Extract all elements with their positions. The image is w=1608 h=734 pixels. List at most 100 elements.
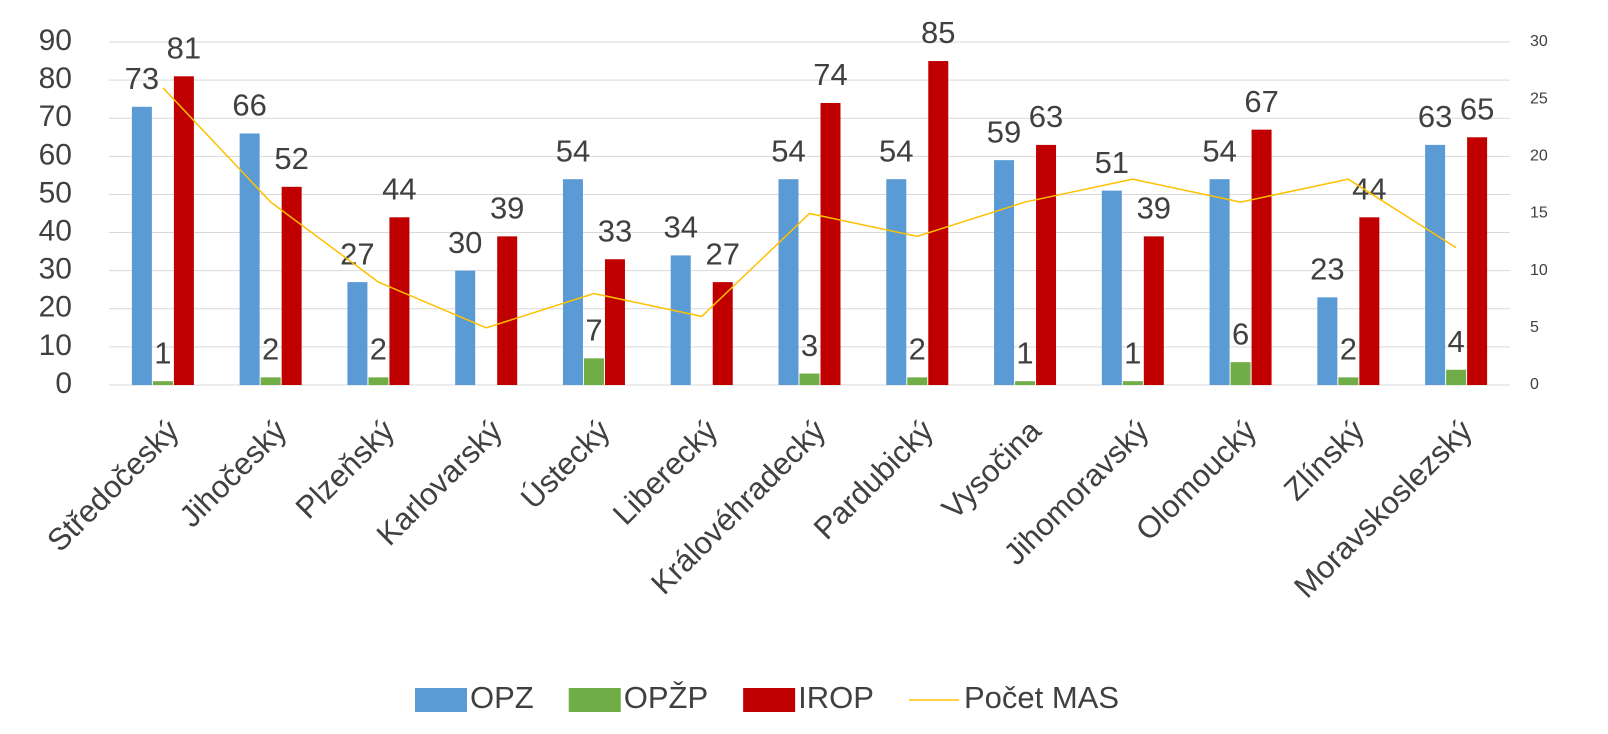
data-label: 54	[556, 133, 590, 168]
data-label: 85	[921, 15, 955, 50]
bar	[562, 179, 583, 385]
bar	[907, 377, 928, 385]
bar	[778, 179, 799, 385]
y-tick-label: 60	[39, 138, 72, 171]
data-label: 63	[1418, 99, 1452, 134]
bar	[1467, 137, 1488, 385]
y2-tick-label: 25	[1530, 90, 1548, 107]
data-label: 59	[987, 114, 1021, 149]
data-label: 30	[448, 225, 482, 260]
bar	[799, 373, 820, 385]
x-tick-label: Ústecký	[514, 413, 617, 516]
legend-swatch	[415, 688, 467, 712]
y-tick-label: 40	[39, 214, 72, 247]
y2-tick-label: 0	[1530, 376, 1539, 393]
data-label: 51	[1095, 145, 1129, 180]
y-tick-label: 80	[39, 62, 72, 95]
bar	[604, 259, 625, 385]
legend-label: OPZ	[470, 680, 534, 715]
bar	[1101, 190, 1122, 385]
x-tick-label: Vysočina	[935, 412, 1048, 525]
legend-item: OPŽP	[568, 680, 708, 715]
data-label: 4	[1447, 324, 1464, 359]
y-tick-label: 20	[39, 291, 72, 324]
y-tick-label: 90	[39, 24, 72, 57]
x-tick-label: Zlínský	[1277, 413, 1372, 508]
data-label: 54	[771, 133, 805, 168]
bar	[1015, 381, 1036, 385]
data-label: 2	[370, 332, 387, 367]
y-tick-label: 0	[55, 367, 72, 400]
legend-item: OPZ	[415, 680, 534, 715]
data-label: 1	[154, 335, 171, 370]
y-tick-label: 10	[39, 329, 72, 362]
data-label: 66	[232, 88, 266, 123]
y2-tick-label: 20	[1530, 148, 1548, 165]
y2-tick-label: 10	[1530, 262, 1548, 279]
bar	[368, 377, 389, 385]
data-label: 54	[879, 133, 913, 168]
legend-item: Počet MAS	[908, 680, 1119, 715]
bar	[820, 102, 841, 385]
bar	[1317, 297, 1338, 385]
data-label: 7	[585, 313, 602, 348]
data-label: 81	[167, 30, 201, 65]
legend-label: IROP	[798, 680, 874, 715]
bar	[1425, 144, 1446, 385]
data-label: 44	[382, 171, 416, 206]
data-label: 1	[1016, 335, 1033, 370]
legend-label: OPŽP	[624, 680, 708, 715]
bar	[1359, 217, 1380, 385]
bar	[173, 76, 194, 386]
data-label: 1	[1124, 335, 1141, 370]
bar	[1122, 381, 1143, 385]
legend-swatch	[743, 688, 796, 712]
bar	[347, 282, 368, 385]
data-label: 33	[598, 213, 632, 248]
data-label: 39	[490, 191, 524, 226]
data-label: 2	[1340, 332, 1357, 367]
data-label: 73	[125, 61, 159, 96]
x-tick-label: Jihočeský	[172, 413, 293, 534]
data-label: 2	[262, 332, 279, 367]
data-label: 39	[1137, 191, 1171, 226]
bar	[1230, 362, 1251, 385]
legend-swatch	[568, 688, 621, 712]
data-label: 44	[1352, 171, 1386, 206]
bar	[712, 282, 733, 385]
bar	[455, 270, 476, 385]
bar	[152, 381, 173, 385]
bar	[994, 160, 1015, 385]
data-label: 34	[663, 210, 697, 245]
bar	[260, 377, 281, 385]
data-label: 52	[274, 141, 308, 176]
bar	[1143, 236, 1164, 385]
y-tick-label: 30	[39, 253, 72, 286]
bar	[131, 106, 152, 386]
bar	[670, 255, 691, 385]
data-label: 6	[1232, 316, 1249, 351]
data-label: 27	[340, 236, 374, 271]
legend-label: Počet MAS	[964, 680, 1119, 715]
data-label: 3	[801, 328, 818, 363]
bar	[497, 236, 518, 385]
data-label: 63	[1029, 99, 1063, 134]
legend-item: IROP	[743, 680, 874, 715]
y2-tick-label: 15	[1530, 205, 1548, 222]
x-tick-label: Středočeský	[40, 413, 186, 559]
data-label: 2	[909, 332, 926, 367]
bar	[389, 217, 410, 385]
data-label: 74	[813, 57, 847, 92]
data-label: 65	[1460, 91, 1494, 126]
data-label: 23	[1310, 252, 1344, 287]
bar	[583, 358, 604, 385]
x-tick-label: Plzeňský	[289, 413, 402, 526]
bar	[928, 61, 949, 386]
y2-tick-label: 30	[1530, 33, 1548, 50]
x-tick-label: Moravskoslezský	[1287, 413, 1479, 605]
line	[162, 87, 1457, 329]
bar	[239, 133, 260, 385]
bar	[1338, 377, 1359, 385]
y2-tick-label: 5	[1530, 319, 1539, 336]
